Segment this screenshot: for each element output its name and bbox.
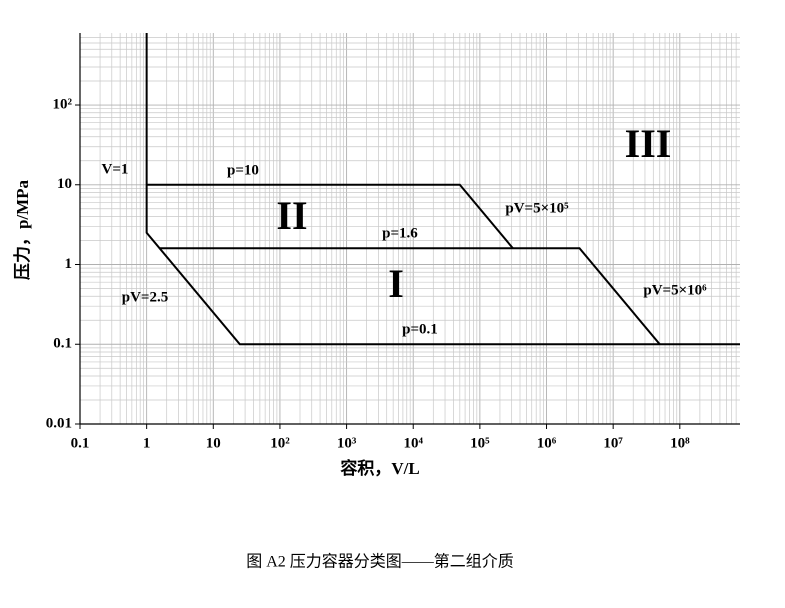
annotation: pV=5×10⁶ <box>643 282 707 298</box>
boundary-line <box>146 183 514 249</box>
annotation: V=1 <box>102 161 129 177</box>
annotation: II <box>276 193 307 238</box>
x-tick-label: 1 <box>143 435 151 451</box>
boundary-line <box>159 247 661 345</box>
x-tick-label: 10³ <box>337 435 357 451</box>
y-tick-label: 10² <box>53 96 73 112</box>
boundary-line <box>145 33 740 346</box>
annotation: III <box>625 121 672 166</box>
y-tick-label: 0.01 <box>46 415 72 431</box>
annotation: pV=2.5 <box>122 289 168 305</box>
x-tick-label: 10⁶ <box>537 435 557 451</box>
x-tick-label: 10⁸ <box>670 435 690 451</box>
annotation: p=1.6 <box>382 225 418 241</box>
x-tick-label: 10⁵ <box>470 435 490 451</box>
y-tick-label: 10 <box>57 176 72 192</box>
x-tick-label: 10⁷ <box>603 435 623 451</box>
x-tick-label: 10² <box>270 435 290 451</box>
caption: 图 A2 压力容器分类图——第二组介质 <box>246 553 514 571</box>
annotation: I <box>388 261 404 306</box>
annotation: p=10 <box>227 162 259 178</box>
x-tick-label: 0.1 <box>71 435 90 451</box>
annotation: pV=5×10⁵ <box>505 200 569 216</box>
annotation: p=0.1 <box>402 321 438 337</box>
x-tick-label: 10 <box>206 435 221 451</box>
x-tick-label: 10⁴ <box>403 435 423 451</box>
y-tick-label: 1 <box>65 256 73 272</box>
y-axis-label: 压力，p/MPa <box>12 179 32 280</box>
x-axis-label: 容积，V/L <box>340 458 419 478</box>
y-tick-label: 0.1 <box>53 336 72 352</box>
